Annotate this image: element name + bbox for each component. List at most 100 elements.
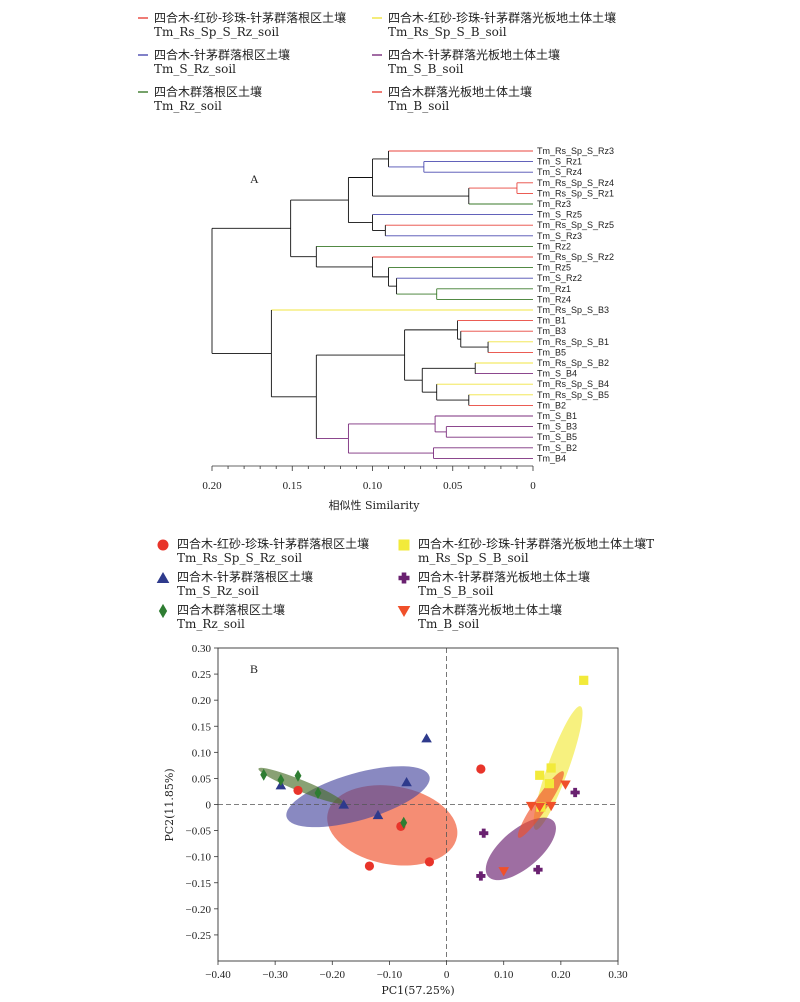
dendrogram-leaf-label: Tm_Rz4 (537, 294, 571, 304)
dendrogram-leaf-label: Tm_B2 (537, 400, 566, 410)
dendrogram-leaf-labels: Tm_Rs_Sp_S_Rz3Tm_S_Rz1Tm_S_Rz4Tm_Rs_Sp_S… (537, 146, 614, 463)
legend-a-label: 四合木-红砂-珍珠-针茅群落光板地土体土壤 (388, 10, 616, 25)
dendrogram-leaf-label: Tm_Rs_Sp_S_Rz4 (537, 178, 614, 188)
point-triangle (338, 799, 350, 809)
legend-b-code: Tm_Rs_Sp_S_Rz_soil (177, 551, 302, 565)
pca-y-tick-label: 0.25 (192, 669, 212, 681)
legend-b-marker-plus (398, 572, 410, 584)
confidence-ellipse (286, 766, 430, 828)
dendrogram-leaf-label: Tm_Rs_Sp_S_B1 (537, 337, 609, 347)
dendrogram-x-axis: 0.20 0.15 0.10 0.05 0 (202, 465, 536, 492)
point-invtriangle (545, 801, 557, 812)
point-plus (476, 871, 486, 881)
legend-a-code: Tm_Rz_soil (154, 99, 222, 113)
legend-a-label: 四合木群落根区土壤 (154, 84, 262, 99)
pca-x-tick-label: −0.10 (377, 969, 403, 981)
point-invtriangle (498, 867, 510, 877)
dendrogram-leaf-label: Tm_S_Rz5 (537, 210, 582, 220)
dendrogram-leaf-label: Tm_Rz5 (537, 263, 571, 273)
dendrogram-tick-label: 0 (530, 480, 536, 492)
dendrogram-leaf-label: Tm_S_B3 (537, 422, 577, 432)
legend-a-code: Tm_B_soil (388, 99, 449, 113)
pca-x-tick-label: 0.20 (551, 969, 571, 981)
point-plus (533, 865, 543, 875)
dendrogram-leaf-label: Tm_Rs_Sp_S_B4 (537, 379, 609, 389)
point-diamond (277, 774, 285, 786)
legend-a-label: 四合木群落光板地土体土壤 (388, 84, 532, 99)
point-invtriangle (534, 802, 546, 813)
dendrogram-leaf-label: Tm_Rs_Sp_S_B2 (537, 358, 609, 368)
point-circle (293, 785, 303, 796)
dendrogram-panel: A Tm_Rs_Sp_S_Rz3Tm_S_Rz1Tm_S_Rz4Tm_Rs_Sp… (202, 146, 614, 512)
legend-b-marker-invtriangle (397, 606, 411, 618)
pca-y-tick-label: 0.20 (192, 695, 212, 707)
pca-y-tick-label: 0.30 (192, 643, 212, 655)
panel-label-b: B (250, 662, 258, 676)
pca-y-tick-label: 0 (206, 800, 212, 812)
point-invtriangle (560, 780, 571, 790)
pca-panel: −0.40 −0.30 −0.20 −0.10 0 0.10 0.20 0.30 0.30 0.2… (163, 643, 628, 997)
legend-b-marker-diamond (158, 603, 168, 619)
point-square (579, 675, 589, 685)
pca-y-tick-label: 0.10 (192, 747, 212, 759)
legend-b-code: Tm_S_Rz_soil (177, 584, 259, 598)
legend-b-label: 四合木群落光板地土体土壤 (418, 602, 562, 617)
legend-b-label: 四合木-红砂-珍珠-针茅群落根区土壤 (177, 536, 369, 551)
point-square (546, 763, 556, 773)
dendrogram-leaf-label: Tm_B4 (537, 453, 566, 463)
dendrogram-leaf-label: Tm_S_B1 (537, 411, 577, 421)
legend-b-label: 四合木-红砂-珍珠-针茅群落光板地土体土壤T (418, 536, 654, 551)
dendrogram-leaf-label: Tm_B1 (537, 316, 566, 326)
pca-ellipses (258, 706, 583, 881)
pca-y-axis-title: PC2(11.85%) (163, 768, 176, 841)
pca-y-tick-label: −0.20 (186, 904, 212, 916)
dendrogram-leaf-label: Tm_S_Rz2 (537, 273, 582, 283)
point-square (544, 779, 555, 789)
legend-b-label: 四合木-针茅群落根区土壤 (177, 569, 313, 584)
dendrogram-leaf-label: Tm_S_B4 (537, 369, 577, 379)
point-invtriangle (525, 801, 537, 812)
dendrogram-leaf-label: Tm_S_B2 (537, 443, 577, 453)
point-circle (424, 857, 435, 867)
dendrogram-leaf-label: Tm_S_Rz4 (537, 167, 582, 177)
legend-b-marker-circle (157, 539, 169, 551)
pca-x-axis-title: PC1(57.25%) (381, 984, 454, 997)
pca-x-tick-label: −0.40 (205, 969, 231, 981)
pca-y-tick-label: 0.05 (192, 773, 212, 785)
legend-b-code: Tm_S_B_soil (418, 584, 494, 598)
dendrogram-tick-label: 0.20 (202, 480, 222, 492)
legend-a-code: Tm_Rs_Sp_S_B_soil (388, 25, 507, 39)
dendrogram-leaf-label: Tm_Rz2 (537, 241, 571, 251)
dendrogram-leaf-label: Tm_Rs_Sp_S_Rz2 (537, 252, 614, 262)
point-square (535, 770, 545, 780)
dendrogram-leaf-label: Tm_B3 (537, 326, 566, 336)
legend-a-code: Tm_S_B_soil (388, 62, 464, 76)
dendrogram-leaf-label: Tm_S_Rz1 (537, 157, 582, 167)
pca-y-tick-label: −0.05 (186, 826, 212, 838)
legend-a-label: 四合木-针茅群落光板地土体土壤 (388, 47, 560, 62)
legend-a-code: Tm_S_Rz_soil (154, 62, 236, 76)
legend-b-label: 四合木-针茅群落光板地土体土壤 (418, 569, 590, 584)
pca-axes: −0.40 −0.30 −0.20 −0.10 0 0.10 0.20 0.30 0.30 0.2… (186, 643, 629, 981)
legend-a-code: Tm_Rs_Sp_S_Rz_soil (154, 25, 279, 39)
pca-x-tick-label: 0 (444, 969, 450, 981)
pca-x-tick-label: 0.30 (608, 969, 628, 981)
point-plus (479, 828, 489, 838)
dendrogram-leaf-label: Tm_B5 (537, 347, 566, 357)
pca-y-tick-label: −0.25 (186, 930, 212, 942)
pca-y-tick-label: −0.15 (186, 878, 212, 890)
legend-b-code: Tm_B_soil (418, 617, 479, 631)
legend-b-code: m_Rs_Sp_S_B_soil (418, 551, 529, 565)
dendrogram-tick-label: 0.15 (283, 480, 303, 492)
legend-b-marker-square (398, 539, 410, 551)
panel-label-a: A (250, 172, 259, 186)
dendrogram-leaf-label: Tm_Rz1 (537, 284, 571, 294)
pca-x-tick-label: −0.20 (320, 969, 346, 981)
pca-x-tick-label: 0.10 (494, 969, 514, 981)
point-diamond (400, 816, 408, 829)
legend-a-label: 四合木-针茅群落根区土壤 (154, 47, 290, 62)
confidence-ellipse (485, 817, 556, 881)
pca-y-tick-label: 0.15 (192, 721, 212, 733)
